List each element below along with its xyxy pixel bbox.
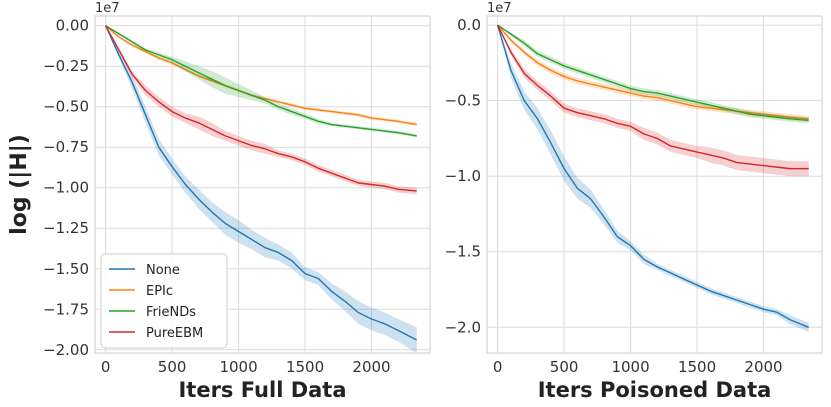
x-tick-label: 0 — [101, 358, 111, 376]
series-line-pureebm — [105, 25, 417, 192]
series-line-friends — [497, 24, 809, 121]
y-tick-label: −2.00 — [43, 341, 89, 359]
axes-frame — [94, 15, 431, 354]
y-axis-label: log (|H|) — [7, 134, 32, 235]
band-pureebm — [497, 25, 809, 177]
y-tick-label: −0.50 — [43, 98, 89, 116]
y-tick-label: 0.0 — [457, 16, 481, 34]
x-tick-label: 2000 — [352, 358, 390, 376]
legend-label-pureebm: PureEBM — [146, 326, 203, 341]
axis-multiplier: 1e7 — [95, 1, 120, 16]
x-axis-label: Iters Full Data — [178, 378, 346, 402]
series-line-pureebm — [497, 24, 809, 170]
axes-frame — [486, 15, 823, 354]
y-tick-label: 0.00 — [56, 17, 89, 35]
y-tick-label: −0.25 — [43, 57, 89, 75]
y-tick-label: −0.75 — [43, 138, 89, 156]
legend: None EPIc FrieNDs PureEBM — [100, 253, 228, 349]
y-tick-label: −1.00 — [43, 179, 89, 197]
y-tick-label: −2.0 — [445, 318, 481, 336]
y-tick-label: −1.25 — [43, 219, 89, 237]
band-none — [105, 25, 417, 353]
y-tick-label: −1.5 — [445, 243, 481, 261]
x-tick-label: 1000 — [611, 358, 649, 376]
x-tick-label: 1500 — [286, 358, 324, 376]
plot-area — [487, 16, 822, 353]
band-epic — [497, 25, 809, 122]
axis-multiplier: 1e7 — [487, 1, 512, 16]
x-tick-label: 1500 — [678, 358, 716, 376]
left-panel: 0 500 1000 1500 2000 0.00 −0.25 −0.50 −0.75 −1.00… — [7, 1, 431, 402]
series-line-epic — [497, 24, 809, 120]
legend-box — [100, 253, 228, 349]
x-tick-label: 500 — [158, 358, 187, 376]
series-line-none — [496, 24, 809, 328]
legend-label-friends: FrieNDs — [146, 305, 196, 320]
x-tick-label: 500 — [550, 358, 579, 376]
legend-label-none: None — [146, 263, 180, 278]
right-panel: 0 500 1000 1500 2000 0.0 −0.5 −1.0 −1.5 −2.0 1e7 It… — [445, 1, 823, 402]
x-tick-label: 0 — [493, 358, 503, 376]
series-line-none — [104, 25, 418, 341]
x-axis-label: Iters Poisoned Data — [538, 378, 772, 402]
x-tick-label: 2000 — [744, 358, 782, 376]
legend-label-epic: EPIc — [146, 284, 173, 299]
band-pureebm — [105, 25, 417, 195]
series-line-friends — [105, 25, 417, 137]
x-tick-label: 1000 — [219, 358, 257, 376]
y-tick-label: −1.75 — [43, 300, 89, 318]
series-line-epic — [105, 25, 417, 126]
y-tick-label: −1.0 — [445, 167, 481, 185]
y-tick-label: −0.5 — [445, 92, 481, 110]
y-tick-label: −1.50 — [43, 260, 89, 278]
